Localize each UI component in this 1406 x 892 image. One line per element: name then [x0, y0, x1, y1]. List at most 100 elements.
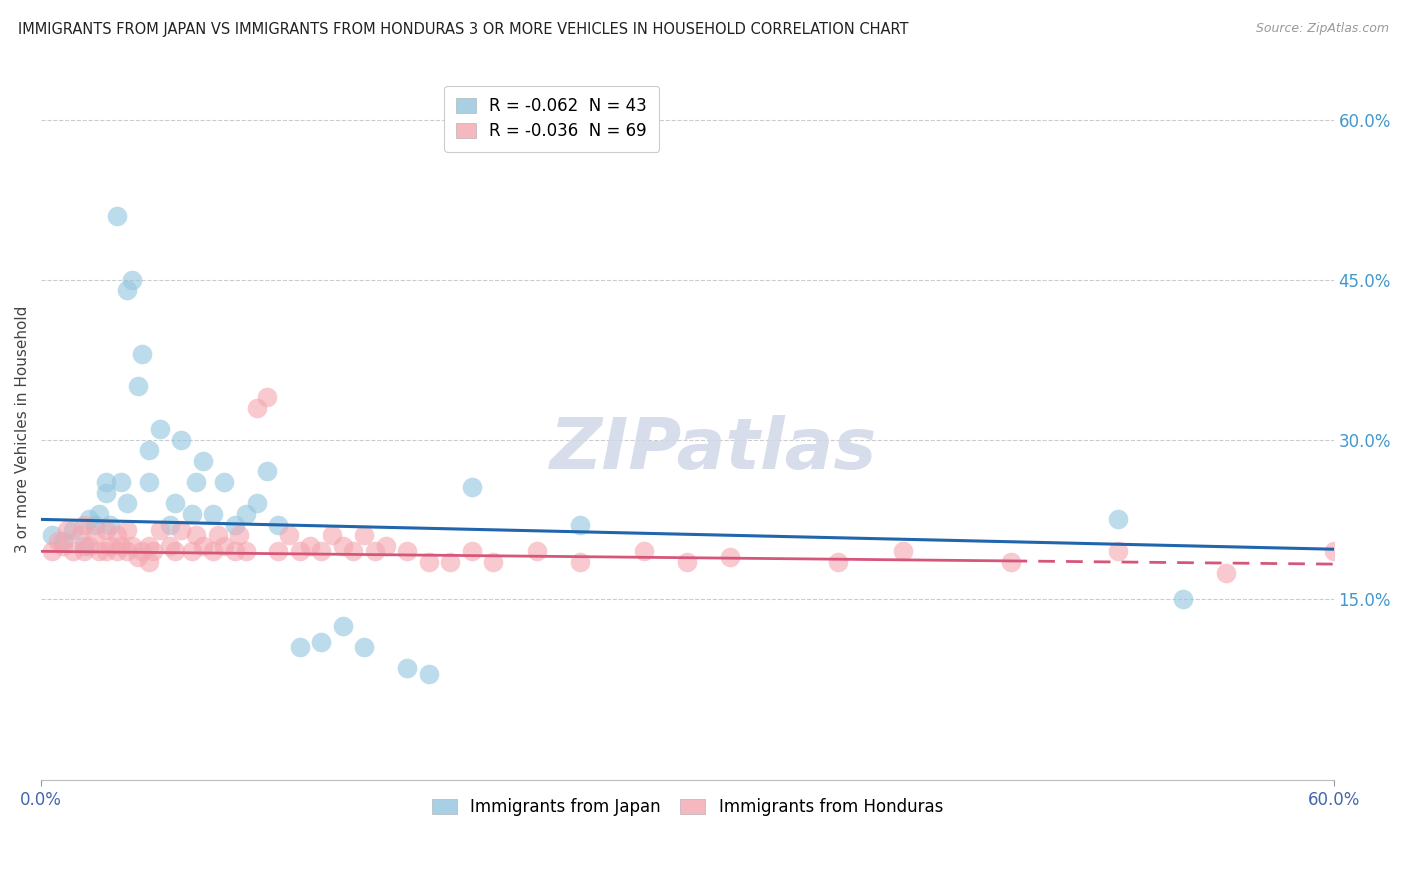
Point	[170, 433, 193, 447]
Point	[202, 544, 225, 558]
Point	[142, 544, 165, 558]
Point	[461, 480, 484, 494]
Point	[245, 496, 267, 510]
Point	[482, 555, 505, 569]
Point	[461, 544, 484, 558]
Point	[212, 475, 235, 489]
Point	[84, 517, 107, 532]
Point	[374, 539, 396, 553]
Point	[224, 544, 246, 558]
Point	[94, 544, 117, 558]
Point	[52, 533, 75, 548]
Point	[633, 544, 655, 558]
Point	[117, 284, 139, 298]
Point	[52, 539, 75, 553]
Point	[149, 422, 172, 436]
Point	[212, 539, 235, 553]
Text: Source: ZipAtlas.com: Source: ZipAtlas.com	[1256, 22, 1389, 36]
Point	[77, 512, 100, 526]
Point	[41, 528, 63, 542]
Point	[1107, 512, 1129, 526]
Point	[69, 528, 91, 542]
Point	[568, 517, 591, 532]
Point	[117, 523, 139, 537]
Point	[191, 454, 214, 468]
Point	[110, 475, 132, 489]
Point	[56, 523, 79, 537]
Point	[299, 539, 322, 553]
Point	[138, 539, 160, 553]
Point	[117, 496, 139, 510]
Point	[191, 539, 214, 553]
Point	[418, 555, 440, 569]
Point	[245, 401, 267, 415]
Point	[105, 528, 128, 542]
Point	[41, 544, 63, 558]
Point	[235, 544, 257, 558]
Point	[1107, 544, 1129, 558]
Point	[62, 523, 84, 537]
Point	[207, 528, 229, 542]
Point	[121, 273, 143, 287]
Point	[89, 507, 111, 521]
Point	[1171, 592, 1194, 607]
Point	[256, 390, 278, 404]
Point	[121, 539, 143, 553]
Point	[62, 544, 84, 558]
Point	[418, 666, 440, 681]
Point	[105, 209, 128, 223]
Point	[138, 555, 160, 569]
Point	[827, 555, 849, 569]
Point	[676, 555, 699, 569]
Point	[1000, 555, 1022, 569]
Point	[353, 640, 375, 655]
Point	[267, 517, 290, 532]
Point	[46, 533, 69, 548]
Point	[131, 347, 153, 361]
Point	[73, 517, 96, 532]
Point	[1323, 544, 1346, 558]
Point	[277, 528, 299, 542]
Point	[94, 475, 117, 489]
Point	[127, 549, 149, 564]
Point	[256, 465, 278, 479]
Point	[163, 544, 186, 558]
Point	[163, 496, 186, 510]
Point	[180, 544, 202, 558]
Point	[439, 555, 461, 569]
Point	[180, 507, 202, 521]
Point	[98, 539, 121, 553]
Point	[94, 523, 117, 537]
Point	[105, 544, 128, 558]
Point	[73, 539, 96, 553]
Point	[224, 517, 246, 532]
Point	[186, 528, 208, 542]
Point	[110, 539, 132, 553]
Point	[186, 475, 208, 489]
Point	[332, 539, 354, 553]
Legend: Immigrants from Japan, Immigrants from Honduras: Immigrants from Japan, Immigrants from H…	[423, 790, 952, 825]
Point	[235, 507, 257, 521]
Point	[170, 523, 193, 537]
Point	[309, 544, 332, 558]
Point	[89, 544, 111, 558]
Point	[94, 485, 117, 500]
Text: IMMIGRANTS FROM JAPAN VS IMMIGRANTS FROM HONDURAS 3 OR MORE VEHICLES IN HOUSEHOL: IMMIGRANTS FROM JAPAN VS IMMIGRANTS FROM…	[18, 22, 908, 37]
Point	[77, 539, 100, 553]
Point	[117, 544, 139, 558]
Point	[127, 379, 149, 393]
Point	[159, 517, 181, 532]
Point	[568, 555, 591, 569]
Point	[267, 544, 290, 558]
Point	[396, 544, 419, 558]
Point	[396, 661, 419, 675]
Point	[364, 544, 387, 558]
Point	[228, 528, 250, 542]
Point	[526, 544, 548, 558]
Point	[202, 507, 225, 521]
Point	[720, 549, 742, 564]
Text: ZIPatlas: ZIPatlas	[550, 416, 877, 484]
Point	[131, 544, 153, 558]
Point	[98, 517, 121, 532]
Point	[159, 539, 181, 553]
